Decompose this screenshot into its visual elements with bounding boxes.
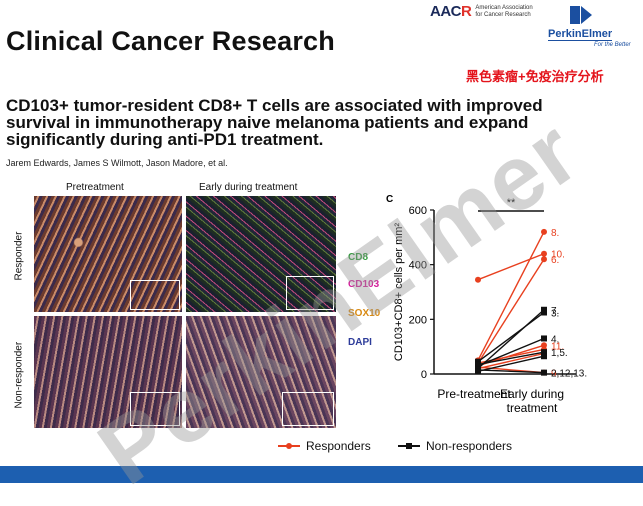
patient-label: 1,5.	[551, 348, 568, 359]
aacr-logo-text: AACR	[430, 3, 472, 20]
data-point	[541, 349, 547, 356]
patient-label: 7.	[551, 306, 559, 317]
x-tick-label: Early during	[500, 387, 564, 401]
series-line	[477, 311, 545, 363]
zoom-inset	[130, 280, 180, 310]
perkinelmer-flag-icon	[570, 6, 592, 24]
page-title: Clinical Cancer Research	[6, 26, 335, 56]
x-tick-label: Pre-treatment	[437, 387, 511, 401]
topic-tag: 黑色素瘤+免疫治疗分析	[466, 69, 604, 84]
y-tick-label: 600	[409, 205, 427, 217]
legend-swatch-nonresponders	[398, 443, 420, 449]
column-header-pretreatment: Pretreatment	[66, 182, 124, 193]
y-tick-label: 200	[409, 314, 427, 326]
perkinelmer-tagline: For the Better	[594, 42, 631, 48]
patient-label: 11.	[551, 341, 564, 352]
series-line	[477, 369, 545, 374]
data-point	[541, 250, 547, 257]
series-line	[477, 309, 545, 370]
data-point	[475, 361, 481, 368]
stain-label-dapi: DAPI	[348, 337, 372, 348]
patient-label: 9.	[551, 369, 559, 380]
data-point	[475, 276, 481, 283]
data-point	[475, 368, 481, 375]
x-tick-label: treatment	[507, 401, 558, 415]
column-header-early: Early during treatment	[199, 182, 298, 193]
data-point	[541, 309, 547, 316]
article-headline: CD103+ tumor-resident CD8+ T cells are a…	[6, 96, 543, 149]
patient-label: 10.	[551, 250, 565, 261]
significance-label: **	[507, 197, 516, 209]
series-line	[477, 231, 545, 361]
image-responder-early	[186, 196, 336, 312]
y-tick-label: 400	[409, 260, 427, 272]
series-line	[477, 337, 545, 367]
legend-swatch-responders	[278, 443, 300, 449]
perkinelmer-logo: PerkinElmer For the Better	[536, 4, 636, 52]
zoom-inset	[286, 276, 334, 310]
footer-bar	[0, 466, 643, 483]
legend-label-responders: Responders	[306, 439, 371, 453]
series-line	[477, 258, 545, 364]
data-point	[541, 256, 547, 263]
series-line	[477, 351, 545, 366]
legend-nonresponders: Non-responders	[398, 439, 512, 453]
aacr-logo: AACR American Association for Cancer Res…	[430, 3, 537, 20]
series-line	[477, 352, 545, 370]
y-axis-label: CD103+CD8+ cells per mm²	[393, 223, 405, 361]
stain-label-sox10: SOX10	[348, 308, 381, 319]
zoom-inset	[130, 392, 180, 426]
patient-label: 8.	[551, 228, 559, 239]
row-label-responder: Responder	[13, 231, 25, 281]
legend-responders: Responders	[278, 439, 371, 453]
stain-label-cd103: CD103	[348, 279, 380, 290]
article-authors: Jarem Edwards, James S Wilmott, Jason Ma…	[6, 158, 228, 168]
image-nonresponder-pretreatment	[34, 316, 182, 428]
data-point	[541, 369, 547, 376]
aacr-subtitle: American Association for Cancer Research	[475, 4, 533, 18]
zoom-inset	[282, 392, 334, 426]
data-point	[541, 353, 547, 360]
patient-label: 2,12,13.	[551, 369, 587, 380]
series-line	[477, 253, 545, 281]
image-responder-pretreatment	[34, 196, 182, 312]
data-point	[541, 342, 547, 349]
patient-label: 6.	[551, 255, 559, 266]
legend-label-nonresponders: Non-responders	[426, 439, 513, 453]
image-nonresponder-early	[186, 316, 336, 428]
stain-label-cd8: CD8	[348, 252, 369, 263]
cd103-cd8-chart: C 0 200 400 600 CD103+CD8+ cells per mm² Pre-…	[386, 194, 587, 415]
y-tick-label: 0	[421, 369, 427, 381]
row-label-nonresponder: Non-responder	[13, 341, 25, 409]
data-point	[541, 228, 547, 235]
perkinelmer-name: PerkinElmer	[548, 28, 613, 41]
series-line	[477, 355, 545, 372]
data-point	[541, 335, 547, 342]
panel-letter: C	[386, 194, 393, 205]
patient-label: 4.	[551, 334, 559, 345]
patient-label: 3.	[551, 309, 559, 320]
